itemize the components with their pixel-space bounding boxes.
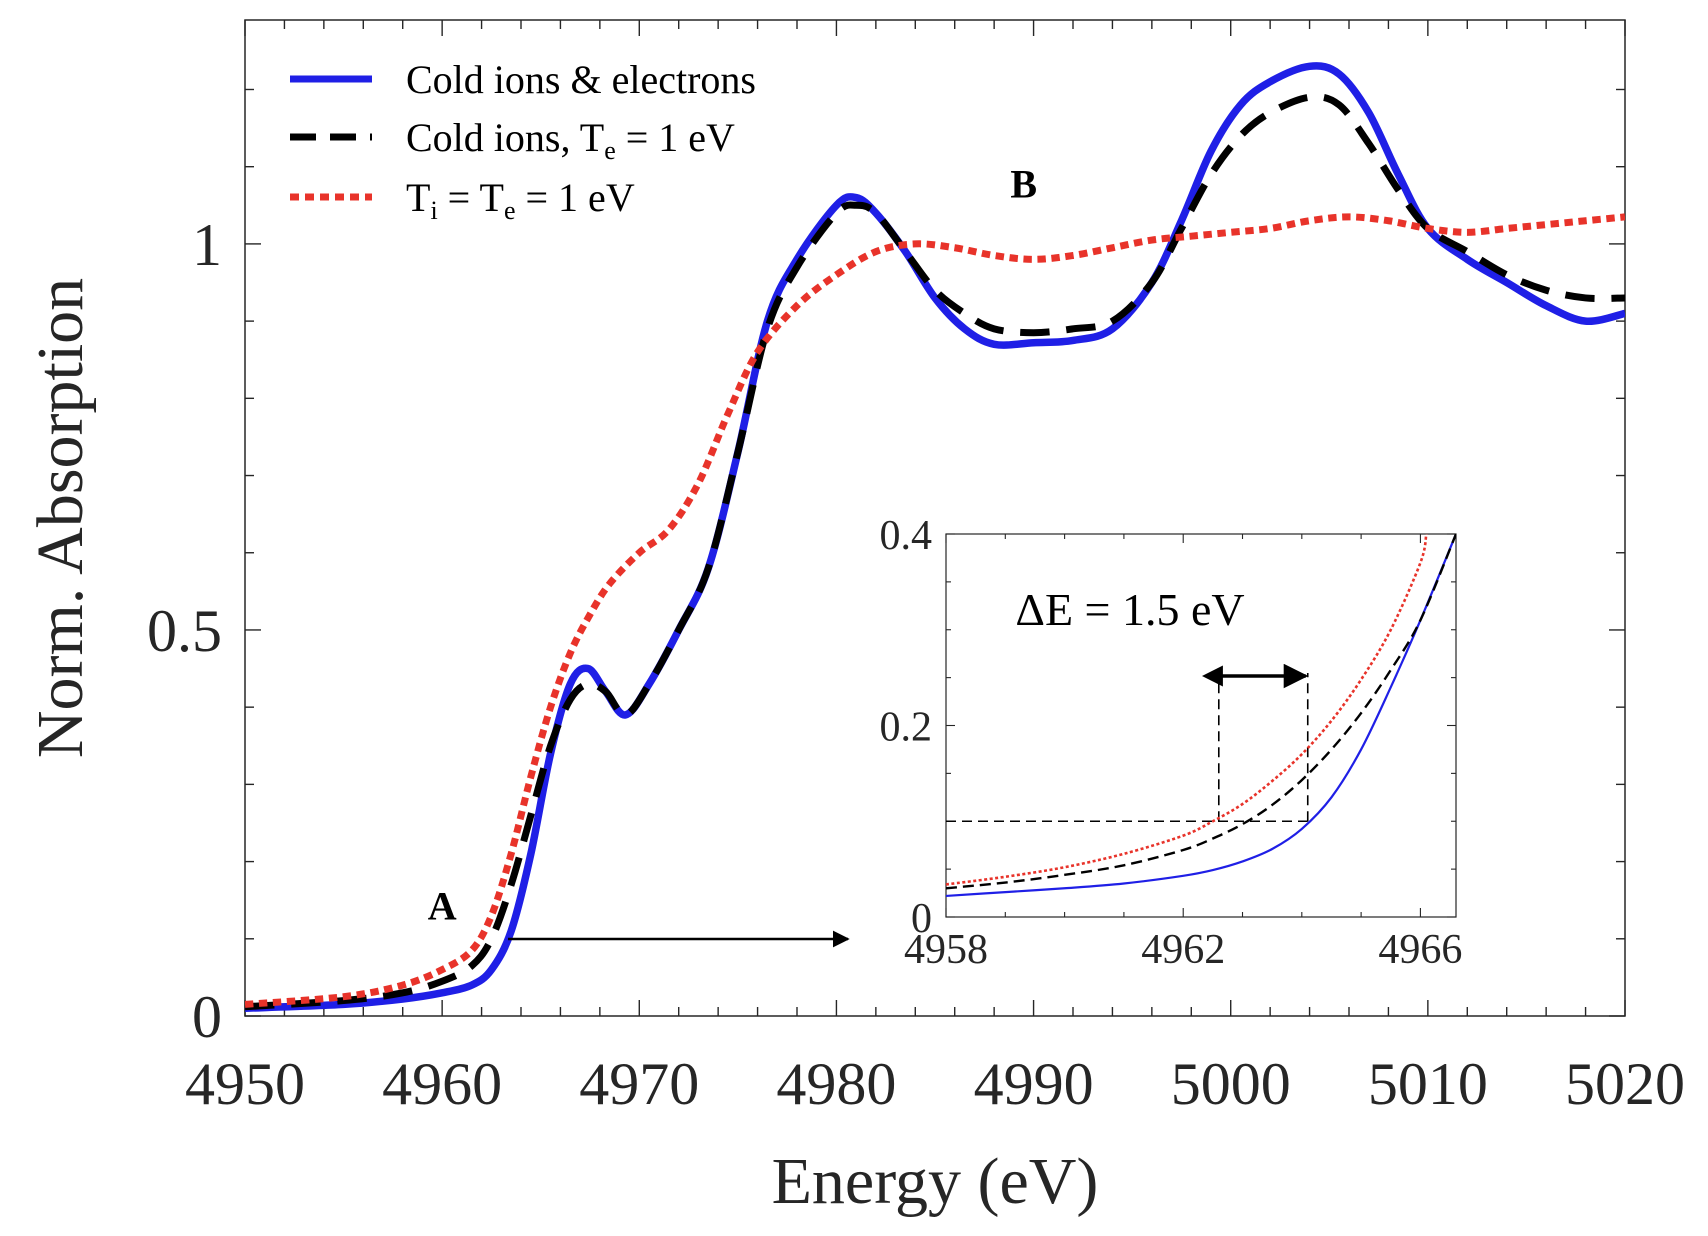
x-tick-label: 4990 <box>974 1051 1094 1117</box>
legend-label-2-part-3: = 1 eV <box>616 115 735 160</box>
x-tick-label: 5000 <box>1171 1051 1291 1117</box>
inset-series-line-2 <box>946 534 1456 890</box>
legend-label-3-subscript-i: i <box>430 196 437 225</box>
main-series <box>245 62 1625 1013</box>
inset-series <box>946 534 1456 898</box>
inset-x-tick-label: 4966 <box>1378 927 1462 973</box>
legend-label-1-part-1: Cold ions & electrons <box>406 57 756 102</box>
x-axis-title: Energy (eV) <box>772 1145 1099 1218</box>
main-series-line-3 <box>245 213 1625 1008</box>
x-tick-label: 5010 <box>1368 1051 1488 1117</box>
legend-label-3-subscript-e: e <box>504 196 516 225</box>
legend-label-1: Cold ions & electrons <box>406 57 756 102</box>
inset-plot: 4958 4962 4966 0 0.2 0.4 ΔE = 1.5 eV <box>880 513 1463 973</box>
legend-entry-cold-ions-electrons: Cold ions & electrons <box>290 57 756 102</box>
legend-entry-ti-te: Ti = Te = 1 eV <box>290 175 635 225</box>
x-tick-label: 4980 <box>776 1051 896 1117</box>
x-tick-label: 4950 <box>185 1051 305 1117</box>
legend-label-3-part-3: = T <box>438 175 504 220</box>
y-tick-label: 0 <box>192 984 222 1050</box>
legend-label-3-part-1: T <box>406 175 430 220</box>
annotation-a: A <box>428 883 457 928</box>
inset-y-tick-label: 0.2 <box>880 705 933 751</box>
y-axis-title: Norm. Absorption <box>24 278 97 758</box>
inset-x-tick-label: 4958 <box>904 927 988 973</box>
x-tick-label: 4970 <box>579 1051 699 1117</box>
inset-y-tick-label: 0.4 <box>880 513 933 559</box>
legend-entry-cold-ions-te: Cold ions, Te = 1 eV <box>290 115 735 165</box>
y-tick-label: 1 <box>192 212 222 278</box>
inset-guides <box>946 663 1309 823</box>
inset-y-tick-label: 0 <box>911 896 932 942</box>
x-tick-label: 5020 <box>1565 1051 1685 1117</box>
legend-label-3-part-5: = 1 eV <box>516 175 635 220</box>
inset-series-line-3 <box>946 534 1428 886</box>
inset-series-line-1 <box>946 534 1456 898</box>
annotation-b: B <box>1010 162 1037 207</box>
legend: Cold ions & electrons Cold ions, Te = 1 … <box>290 57 756 225</box>
legend-label-3: Ti = Te = 1 eV <box>406 175 635 225</box>
legend-label-2-part-1: Cold ions, T <box>406 115 604 160</box>
x-tick-label: 4960 <box>382 1051 502 1117</box>
delta-e-annotation: ΔE = 1.5 eV <box>1015 584 1244 635</box>
main-plot: 4950 4960 4970 4980 4990 5000 5010 5020 0 0.5 1 En… <box>24 19 1685 1218</box>
legend-label-2-subscript: e <box>604 136 616 165</box>
legend-label-2: Cold ions, Te = 1 eV <box>406 115 735 165</box>
inset-plot-frame <box>945 533 1457 918</box>
main-series-line-1 <box>245 62 1625 1013</box>
y-tick-label: 0.5 <box>147 598 222 664</box>
inset-tick-labels: 4958 4962 4966 0 0.2 0.4 <box>880 513 1463 973</box>
inset-x-tick-label: 4962 <box>1141 927 1225 973</box>
main-series-line-2 <box>245 93 1625 1011</box>
inset-axis-ticks <box>945 533 1456 918</box>
main-tick-labels: 4950 4960 4970 4980 4990 5000 5010 5020 0 0.5 1 <box>147 212 1685 1117</box>
